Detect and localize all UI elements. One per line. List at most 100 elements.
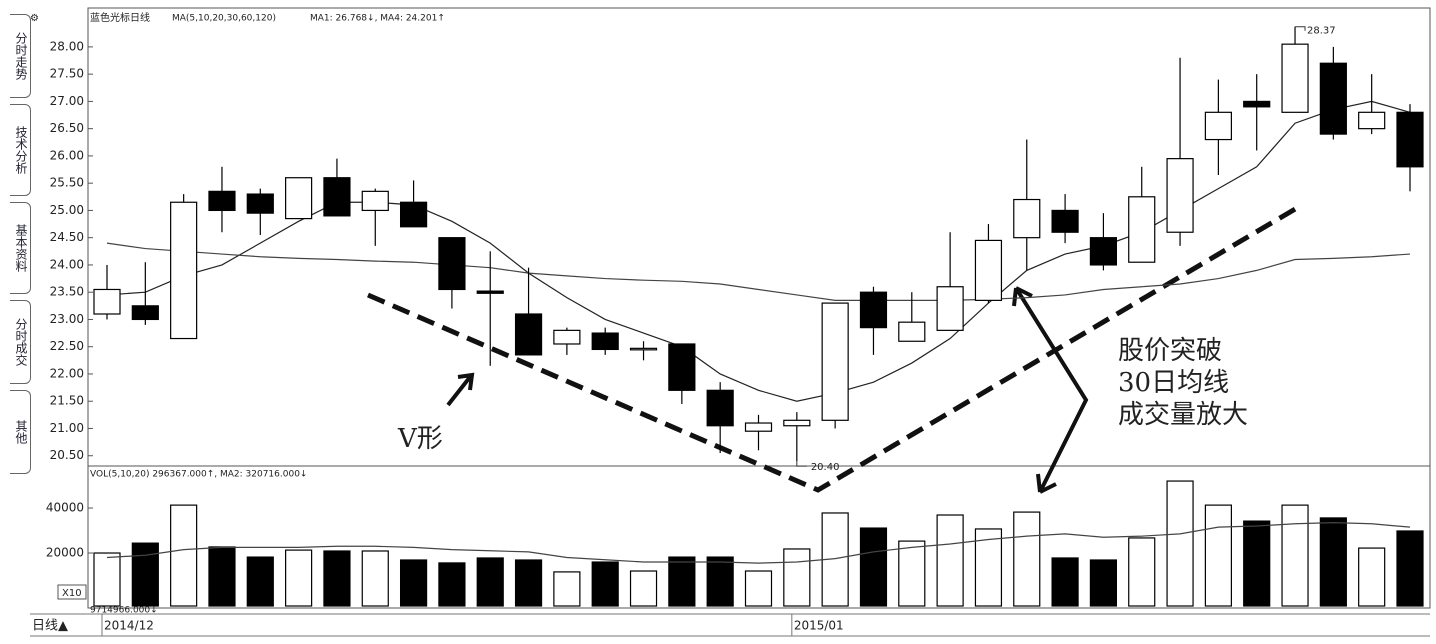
candle-body [821,302,849,421]
annotation: V形 [397,424,443,454]
candle-body [1319,62,1347,135]
y-tick-label: 21.00 [50,421,84,435]
volume-bar [399,559,428,607]
volume-bar [898,540,926,607]
unit-box [57,584,87,600]
candle-body [1358,111,1386,130]
candle-body [323,177,351,217]
y-tick-label: 27.50 [50,67,84,81]
extreme-pointer [796,461,807,467]
candle-body [514,313,543,356]
tab[interactable]: 分时走势 [10,14,31,98]
candle-body [936,286,964,331]
y-tick-label: 23.00 [50,312,84,326]
volume-bar [1396,530,1424,607]
volume-bar [438,562,466,607]
volume-bar [1051,557,1079,607]
volume-bar [285,549,313,607]
y-tick-label: 25.50 [50,176,84,190]
header-title: 蓝色光标日线 [90,11,150,24]
candle-body [246,193,274,214]
volume-bar [1089,559,1118,607]
y-tick-label: 22.50 [50,339,84,353]
candle-body [706,389,734,427]
tab[interactable]: 技术分析 [10,104,31,196]
volume-bar [859,527,888,607]
candle-body [1089,237,1118,266]
tab[interactable]: 基本资料 [10,202,31,294]
volume-bar [476,557,504,607]
tab[interactable]: 分时成交 [10,300,31,384]
low-label: 20.40 [811,462,840,473]
volume-bar [1166,480,1194,607]
candle-body [361,190,389,212]
candle-body [783,419,811,427]
y-tick-label: 26.50 [50,121,84,135]
v-shape-line [367,202,1304,493]
volume-bar [1281,504,1309,607]
y-tick-label: 28.00 [50,39,84,53]
candle-body [744,422,773,432]
candle-body [131,305,159,321]
frame [87,7,1431,609]
y-tick-label: 22.00 [50,366,84,380]
volume-bar [706,556,734,607]
candle-body [438,237,466,291]
candle-body [1281,43,1309,113]
volume-bar [131,542,159,607]
x-tick-label: 2015/01 [794,619,844,633]
volume-bar [629,570,658,607]
candle-body [476,290,504,294]
extreme-pointer [1295,26,1306,31]
arrow [1012,286,1089,494]
volume-unit: X10 [62,588,82,599]
tab[interactable]: 其他 [10,390,31,474]
candle-body [974,239,1003,301]
candle-body [898,321,926,342]
volume-bar [744,570,773,607]
x-tick-label: 2014/12 [104,619,154,633]
y-tick-label: 20.50 [50,448,84,462]
volume-bar [208,546,236,607]
candle-body [629,347,658,351]
volume-bar [1358,547,1386,607]
volume-bar [936,514,964,607]
candle-body [208,190,236,212]
y-tick-label: 26.00 [50,148,84,162]
y-tick-label: 23.50 [50,285,84,299]
volume-bar [1319,517,1347,607]
volume-bar [170,504,198,607]
y-tick-label: 40000 [46,501,84,515]
arrow [446,372,475,407]
y-tick-label: 21.50 [50,394,84,408]
annotation: 股价突破 [1118,336,1222,366]
candle-body [859,291,888,329]
volume-bar [1243,520,1271,607]
icon[interactable]: ⚙ [30,13,39,24]
header-ma-values: MA1: 26.768↓, MA4: 24.201↑ [310,14,445,24]
y-tick-label: 24.50 [50,230,84,244]
candle-body [591,332,619,351]
volume-bar [514,559,543,607]
candle-body [170,201,198,340]
volume-header: VOL(5,10,20) 296367.000↑, MA2: 320716.00… [90,470,307,480]
candle-body [93,288,121,315]
annotation: 30日均线 [1118,368,1229,398]
volume-bar [93,552,121,607]
candle-body [668,343,696,391]
y-tick-label: 25.00 [50,203,84,217]
volume-bar [591,561,619,607]
volume-bar [974,528,1003,607]
period-label[interactable]: 日线▲ [32,619,68,634]
volume-ma-line [106,522,1411,564]
header-ma: MA(5,10,20,30,60,120) [172,14,276,24]
volume-bar [361,550,389,607]
y-tick-label: 27.00 [50,94,84,108]
candle-body [1204,111,1232,141]
volume-bar [1204,504,1232,607]
high-label: 28.37 [1307,26,1336,37]
candle-body [285,177,313,220]
candle-body [1243,100,1271,108]
candle-body [399,201,428,228]
